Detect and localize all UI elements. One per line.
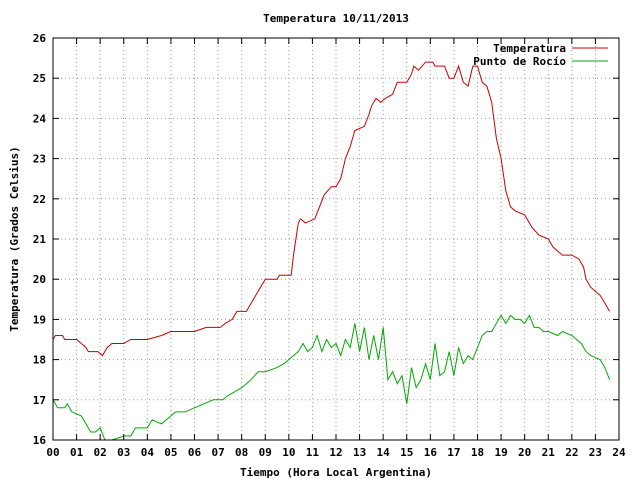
x-tick-label: 02 bbox=[94, 446, 107, 459]
x-tick-label: 05 bbox=[164, 446, 177, 459]
legend-label-punto-de-roc-o: Punto de Rocío bbox=[473, 55, 566, 68]
y-tick-label: 23 bbox=[33, 153, 46, 166]
grid bbox=[53, 38, 619, 440]
x-tick-label: 21 bbox=[542, 446, 556, 459]
x-tick-label: 14 bbox=[377, 446, 391, 459]
x-tick-label: 07 bbox=[211, 446, 224, 459]
series-line-temperatura bbox=[52, 61, 611, 357]
y-tick-label: 21 bbox=[33, 233, 47, 246]
x-tick-label: 18 bbox=[471, 446, 484, 459]
y-tick-label: 16 bbox=[33, 434, 47, 447]
x-tick-label: 00 bbox=[46, 446, 59, 459]
y-tick-label: 19 bbox=[33, 313, 46, 326]
x-tick-label: 09 bbox=[259, 446, 272, 459]
x-tick-label: 01 bbox=[70, 446, 84, 459]
x-tick-label: 13 bbox=[353, 446, 366, 459]
x-tick-label: 04 bbox=[141, 446, 155, 459]
x-axis-label: Tiempo (Hora Local Argentina) bbox=[240, 466, 432, 479]
x-tick-label: 17 bbox=[447, 446, 460, 459]
x-tick-label: 08 bbox=[235, 446, 248, 459]
x-tick-label: 15 bbox=[400, 446, 413, 459]
y-tick-label: 26 bbox=[33, 32, 47, 45]
x-tick-label: 03 bbox=[117, 446, 130, 459]
x-tick-label: 23 bbox=[589, 446, 602, 459]
y-axis-ticks: 16 17 18 19 20 21 22 23 24 25 26 bbox=[33, 32, 619, 447]
x-tick-label: 10 bbox=[282, 446, 295, 459]
x-tick-label: 22 bbox=[565, 446, 578, 459]
y-tick-label: 17 bbox=[33, 394, 46, 407]
series-layer bbox=[52, 61, 611, 441]
y-tick-label: 20 bbox=[33, 273, 46, 286]
y-tick-label: 24 bbox=[33, 112, 47, 125]
chart-title: Temperatura 10/11/2013 bbox=[263, 12, 409, 25]
x-tick-label: 12 bbox=[329, 446, 342, 459]
x-axis-ticks: 00 01 02 03 04 05 06 07 08 09 10 11 12 13 14 15 16 17 18 19… bbox=[46, 38, 626, 459]
x-tick-label: 20 bbox=[518, 446, 531, 459]
legend-label-temperatura: Temperatura bbox=[493, 42, 566, 55]
y-tick-label: 18 bbox=[33, 354, 46, 367]
x-tick-label: 19 bbox=[494, 446, 507, 459]
x-tick-label: 16 bbox=[424, 446, 438, 459]
x-tick-label: 24 bbox=[612, 446, 626, 459]
x-tick-label: 06 bbox=[188, 446, 202, 459]
y-tick-label: 22 bbox=[33, 193, 46, 206]
y-axis-label: Temperatura (Grados Celsius) bbox=[8, 146, 21, 331]
x-tick-label: 11 bbox=[306, 446, 320, 459]
series-line-punto-de-roc-o bbox=[52, 314, 611, 441]
y-tick-label: 25 bbox=[33, 72, 46, 85]
